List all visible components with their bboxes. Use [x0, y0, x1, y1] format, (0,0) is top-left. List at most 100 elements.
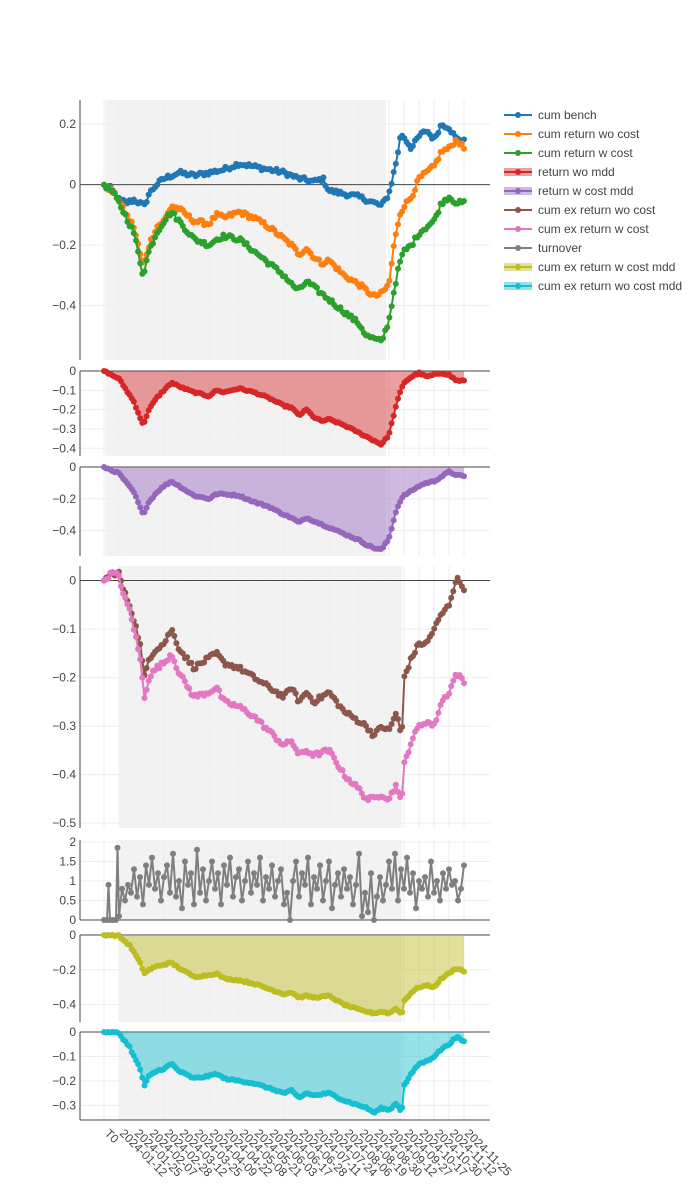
- data-point: [390, 289, 397, 296]
- data-point: [269, 862, 275, 869]
- data-point: [105, 881, 112, 888]
- data-point: [320, 897, 326, 904]
- data-point: [367, 727, 374, 734]
- data-point: [184, 654, 191, 661]
- data-point: [388, 721, 395, 728]
- data-point: [137, 641, 144, 647]
- data-point: [230, 893, 236, 900]
- data-point: [338, 893, 344, 900]
- data-point: [388, 420, 395, 427]
- data-point: [388, 180, 395, 187]
- data-point: [158, 897, 164, 904]
- data-point: [140, 901, 146, 908]
- data-point: [179, 673, 186, 680]
- data-point: [209, 858, 215, 865]
- data-point: [236, 866, 242, 873]
- y-tick-label: 0: [69, 913, 76, 927]
- data-point: [407, 741, 414, 748]
- data-point: [150, 240, 156, 247]
- legend-label: cum return wo cost: [538, 127, 640, 141]
- data-point: [392, 710, 399, 717]
- legend: cum bench cum return wo cost cum return w …: [504, 108, 682, 293]
- data-point: [135, 248, 142, 255]
- data-point: [145, 248, 152, 255]
- legend-label: return w cost mdd: [538, 184, 633, 198]
- data-point: [293, 858, 299, 865]
- data-point: [243, 240, 250, 247]
- y-tick-label: −0.4: [52, 441, 76, 455]
- data-point: [386, 314, 393, 321]
- shaded-region: [105, 371, 386, 456]
- data-point: [413, 905, 419, 912]
- x-axis: T02024-01-122024-01-252024-02-072024-02-…: [80, 1119, 515, 1180]
- data-point: [237, 663, 244, 670]
- data-point: [161, 874, 167, 881]
- data-point: [356, 785, 363, 792]
- legend-item-cum_ex_return_w_cost_mdd: cum ex return w cost mdd: [504, 260, 675, 274]
- legend-marker: [515, 150, 521, 156]
- legend-marker: [515, 112, 521, 118]
- data-point: [386, 277, 393, 284]
- data-point: [320, 174, 327, 181]
- data-point: [386, 726, 393, 732]
- data-point: [220, 657, 227, 664]
- panel-return_w_cost_mdd: 0 −0.2 −0.4: [52, 460, 490, 556]
- data-point: [314, 885, 320, 892]
- data-point: [149, 854, 155, 861]
- data-point: [227, 854, 233, 861]
- y-tick-label: 0.2: [59, 117, 76, 131]
- data-point: [461, 587, 467, 594]
- data-point: [218, 901, 224, 908]
- y-tick-label: −0.3: [52, 719, 76, 733]
- data-point: [335, 870, 341, 877]
- data-point: [185, 881, 191, 888]
- data-point: [454, 574, 461, 581]
- data-point: [409, 192, 416, 199]
- data-point: [388, 303, 395, 310]
- data-point: [182, 858, 188, 865]
- data-point: [399, 1009, 406, 1016]
- data-point: [383, 881, 389, 888]
- data-point: [461, 1038, 467, 1045]
- y-tick-label: −0.3: [52, 1098, 76, 1112]
- shaded-region: [105, 467, 386, 556]
- data-point: [115, 573, 122, 579]
- legend-marker: [515, 169, 521, 175]
- legend-label: cum ex return wo cost: [538, 203, 656, 217]
- chart-panels: 0.2 0 −0.2 −0.4 0 −0.1 −0.2 −0.3 −0.4 0 −0.2 −0.4 0 −…: [52, 100, 490, 1120]
- data-point: [461, 968, 467, 975]
- data-point: [422, 874, 428, 881]
- data-point: [199, 217, 205, 224]
- data-point: [212, 885, 218, 892]
- data-point: [143, 504, 150, 511]
- area-fill: [104, 935, 464, 1014]
- data-point: [344, 885, 350, 892]
- data-point: [365, 909, 371, 916]
- y-tick-label: −0.1: [52, 383, 76, 397]
- data-point: [287, 917, 293, 923]
- legend-label: cum ex return wo cost mdd: [538, 279, 682, 293]
- data-point: [272, 893, 278, 900]
- data-point: [412, 649, 418, 656]
- data-point: [179, 905, 185, 912]
- data-point: [122, 594, 129, 601]
- data-point: [452, 878, 458, 884]
- y-tick-label: 0: [69, 364, 76, 378]
- data-point: [397, 258, 404, 265]
- data-point: [141, 1082, 148, 1089]
- data-point: [139, 965, 146, 972]
- data-point: [134, 893, 140, 900]
- data-point: [388, 525, 395, 532]
- data-point: [371, 731, 378, 738]
- data-point: [188, 870, 194, 877]
- y-tick-label: −0.5: [52, 816, 76, 830]
- data-point: [377, 874, 383, 881]
- data-point: [251, 870, 257, 877]
- data-point: [398, 866, 404, 873]
- data-point: [316, 256, 323, 263]
- y-tick-label: −0.4: [52, 768, 76, 782]
- series-cum_return_w_cost: [101, 181, 467, 344]
- data-point: [201, 659, 208, 666]
- data-point: [395, 716, 401, 722]
- y-tick-label: −0.2: [52, 671, 76, 685]
